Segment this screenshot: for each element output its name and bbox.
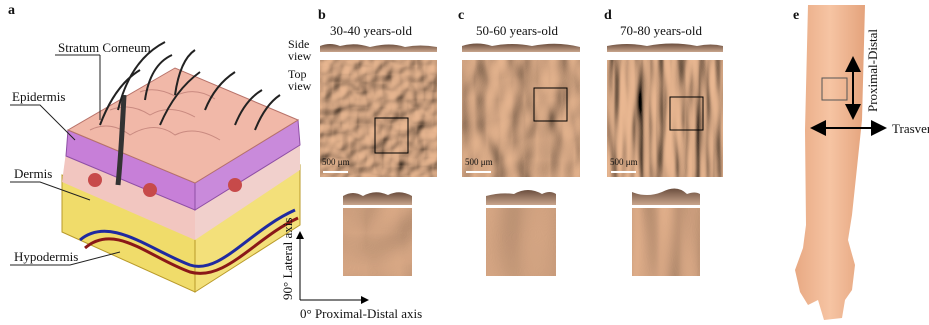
top-view-label: Top view xyxy=(288,68,318,92)
panel-label: a xyxy=(8,3,15,18)
age-label: 70-80 years-old xyxy=(620,23,702,38)
panel-label: b xyxy=(318,8,326,23)
figure: a b c d e Stratum Corneum Epidermis Derm… xyxy=(0,0,929,325)
scale-bar-label: 500 μm xyxy=(322,157,350,167)
axis-label: 0° Proximal-Distal axis xyxy=(300,306,422,321)
axis-label: 90° Lateral axis xyxy=(280,218,295,300)
skin-label: Stratum Corneum xyxy=(58,40,151,55)
skin-label: Epidermis xyxy=(12,89,65,104)
arm-axis-label: Proximal-Distal xyxy=(865,29,880,112)
arm-axis-label: Trasverse xyxy=(892,121,929,136)
panel-label: e xyxy=(793,8,799,23)
panel-label: c xyxy=(458,8,464,23)
age-label: 30-40 years-old xyxy=(330,23,412,38)
skin-label: Dermis xyxy=(14,166,52,181)
scale-bar-label: 500 μm xyxy=(610,157,638,167)
panel-label: d xyxy=(604,8,612,23)
skin-label: Hypodermis xyxy=(14,249,78,264)
side-view-label: Side view xyxy=(288,38,318,62)
top-views xyxy=(320,60,723,276)
figure-canvas: a b c d e Stratum Corneum Epidermis Derm… xyxy=(0,0,929,325)
age-label: 50-60 years-old xyxy=(476,23,558,38)
scale-bar-label: 500 μm xyxy=(465,157,493,167)
